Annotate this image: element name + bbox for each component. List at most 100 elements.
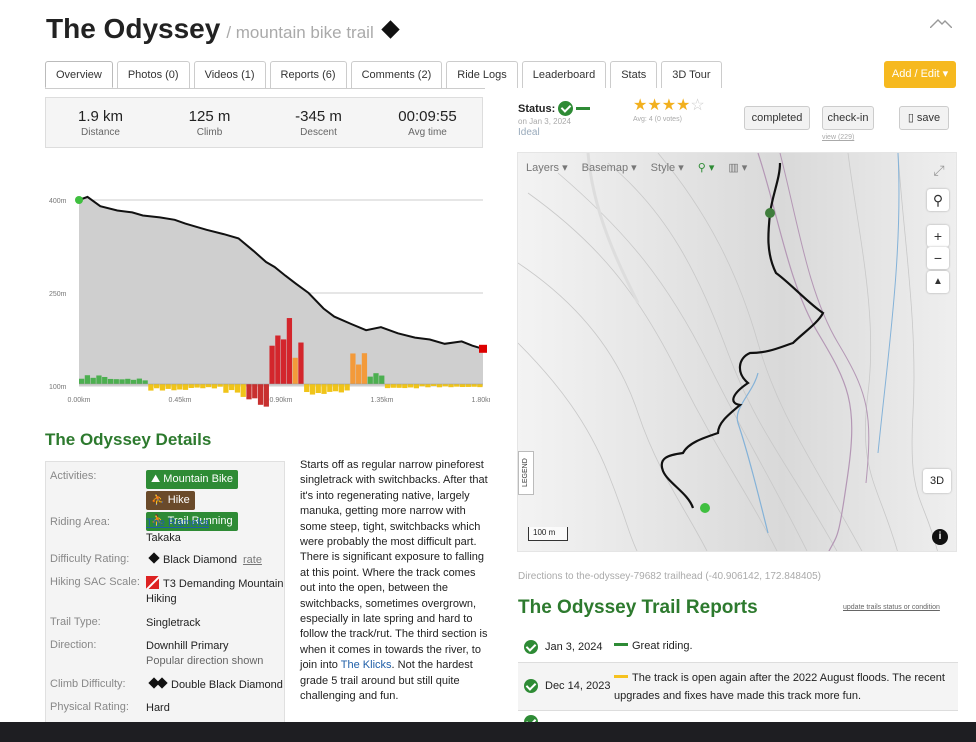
status-green-bar <box>614 643 628 646</box>
gradient-bar <box>136 378 142 384</box>
library-icon[interactable]: ▥ ▾ <box>728 162 748 174</box>
tab-reports[interactable]: Reports (6) <box>269 61 347 88</box>
report-row: Jan 3, 2024 Great riding. <box>518 630 958 663</box>
rate-link[interactable]: rate <box>242 554 262 566</box>
locate-pin-icon[interactable]: ⚲ <box>927 189 949 211</box>
gradient-bar <box>200 384 206 389</box>
tab-ride-logs[interactable]: Ride Logs <box>446 61 518 88</box>
gradient-bar <box>119 379 125 384</box>
tab-comments[interactable]: Comments (2) <box>350 61 443 88</box>
desktop-background <box>0 722 976 742</box>
star-empty-icon[interactable]: ☆ <box>690 97 705 114</box>
gradient-bar <box>436 384 443 388</box>
stat-descent: -345 m Descent <box>295 108 342 138</box>
votes-link[interactable]: Avg: 4 (0 votes) <box>633 116 682 123</box>
gradient-bar <box>182 384 189 390</box>
gradient-bar <box>148 384 154 391</box>
riding-area-link[interactable]: The Rameka <box>146 517 209 529</box>
stat-climb: 125 m Climb <box>188 108 231 138</box>
gradient-bar <box>246 384 252 400</box>
info-icon[interactable]: i <box>932 529 948 545</box>
zoom-in-button[interactable]: + <box>927 225 949 247</box>
fullscreen-icon[interactable]: ⤢ <box>933 162 945 178</box>
tab-3d-tour[interactable]: 3D Tour <box>661 61 722 88</box>
mountain-icon[interactable] <box>930 18 952 28</box>
star-filled-icon[interactable]: ★ <box>633 97 648 114</box>
add-edit-button[interactable]: Add / Edit ▾ <box>884 61 956 88</box>
zoom-out-button[interactable]: − <box>927 247 949 269</box>
save-button[interactable]: ▯ save <box>899 106 949 130</box>
elevation-line <box>78 195 484 350</box>
star-filled-icon[interactable]: ★ <box>661 97 677 114</box>
star-filled-icon[interactable]: ★ <box>676 97 691 114</box>
tab-stats[interactable]: Stats <box>610 61 658 88</box>
check-icon <box>524 679 538 693</box>
3d-button[interactable]: 3D <box>923 469 951 493</box>
compass-icon[interactable]: ▲ <box>927 271 949 293</box>
tab-overview[interactable]: Overview <box>45 61 113 88</box>
basemap-menu[interactable]: Basemap ▾ <box>581 162 637 174</box>
details-table: Activities: ⛰ Mountain Bike ⛹ Hike ⛹ Tra… <box>45 461 285 723</box>
trail-map[interactable]: Layers ▾ Basemap ▾ Style ▾ ⚲ ▾ ▥ ▾ ⤢ ⚲ +… <box>517 152 957 552</box>
view-checkins-link[interactable]: view (229) <box>822 134 855 141</box>
gradient-bar <box>79 378 85 384</box>
gradient-bar <box>84 375 91 384</box>
runner-icon: ⛹ <box>151 515 168 527</box>
gradient-bar <box>205 384 212 388</box>
gradient-bar <box>275 335 281 384</box>
check-icon <box>558 101 574 116</box>
activity-trail-running-badge[interactable]: ⛹ Trail Running <box>146 512 238 531</box>
completed-button[interactable]: completed <box>744 106 810 130</box>
gradient-bar <box>171 384 177 391</box>
legend-toggle[interactable]: LEGEND <box>518 451 534 495</box>
map-canvas[interactable] <box>518 153 957 552</box>
gradient-bar <box>442 384 448 387</box>
directions-text[interactable]: Directions to the-odyssey-79682 trailhea… <box>518 571 821 582</box>
double-diamond-icon-2 <box>156 677 168 689</box>
reports-title: The Odyssey Trail Reports <box>518 597 758 618</box>
tab-videos[interactable]: Videos (1) <box>193 61 266 88</box>
gradient-bar <box>130 379 137 384</box>
black-diamond-icon <box>148 552 160 564</box>
gradient-bar <box>269 345 275 384</box>
style-menu[interactable]: Style ▾ <box>650 162 684 174</box>
map-scale: 100 m <box>528 527 568 541</box>
gradient-bar <box>159 384 166 391</box>
gradient-bar <box>217 384 223 387</box>
gradient-bar <box>384 384 391 389</box>
gradient-bar <box>90 377 96 384</box>
star-rating[interactable]: ★★★★☆ <box>633 95 705 115</box>
activity-mountain-bike-badge[interactable]: ⛰ Mountain Bike <box>146 470 239 489</box>
tab-leaderboard[interactable]: Leaderboard <box>521 61 607 88</box>
gradient-bar <box>107 378 114 384</box>
end-marker <box>479 344 487 353</box>
gradient-bar <box>281 339 287 384</box>
hiker-icon: ⛹ <box>151 494 168 506</box>
gradient-bar <box>344 384 350 391</box>
gradient-bar <box>321 384 327 394</box>
trail-status: Status: on Jan 3, 2024 Ideal <box>518 101 591 138</box>
star-filled-icon[interactable]: ★ <box>647 97 662 114</box>
the-klicks-link[interactable]: The Klicks <box>340 659 392 672</box>
x-tick-label: 1.80km <box>472 397 490 404</box>
y-tick-label: 400m <box>49 198 67 205</box>
details-title: The Odyssey Details <box>45 430 212 449</box>
activity-hike-badge[interactable]: ⛹ Hike <box>146 491 195 510</box>
status-green-line <box>576 107 591 110</box>
gradient-bar <box>356 364 362 384</box>
status-yellow-bar <box>614 675 628 678</box>
gradient-bar <box>309 384 316 395</box>
y-tick-label: 250m <box>49 291 67 298</box>
x-tick-label: 0.00km <box>68 397 91 404</box>
gradient-bar <box>252 384 258 399</box>
check-in-button[interactable]: check-in <box>822 106 874 130</box>
gradient-bar <box>257 384 264 405</box>
tab-photos[interactable]: Photos (0) <box>116 61 190 88</box>
gradient-bar <box>454 384 460 387</box>
layers-menu[interactable]: Layers ▾ <box>526 162 568 174</box>
gradient-bar <box>465 384 471 387</box>
update-status-link[interactable]: update trails status or condition <box>843 604 940 611</box>
bike-layer-icon[interactable]: ⚲ ▾ <box>697 162 715 174</box>
y-tick-label: 100m <box>49 384 67 391</box>
